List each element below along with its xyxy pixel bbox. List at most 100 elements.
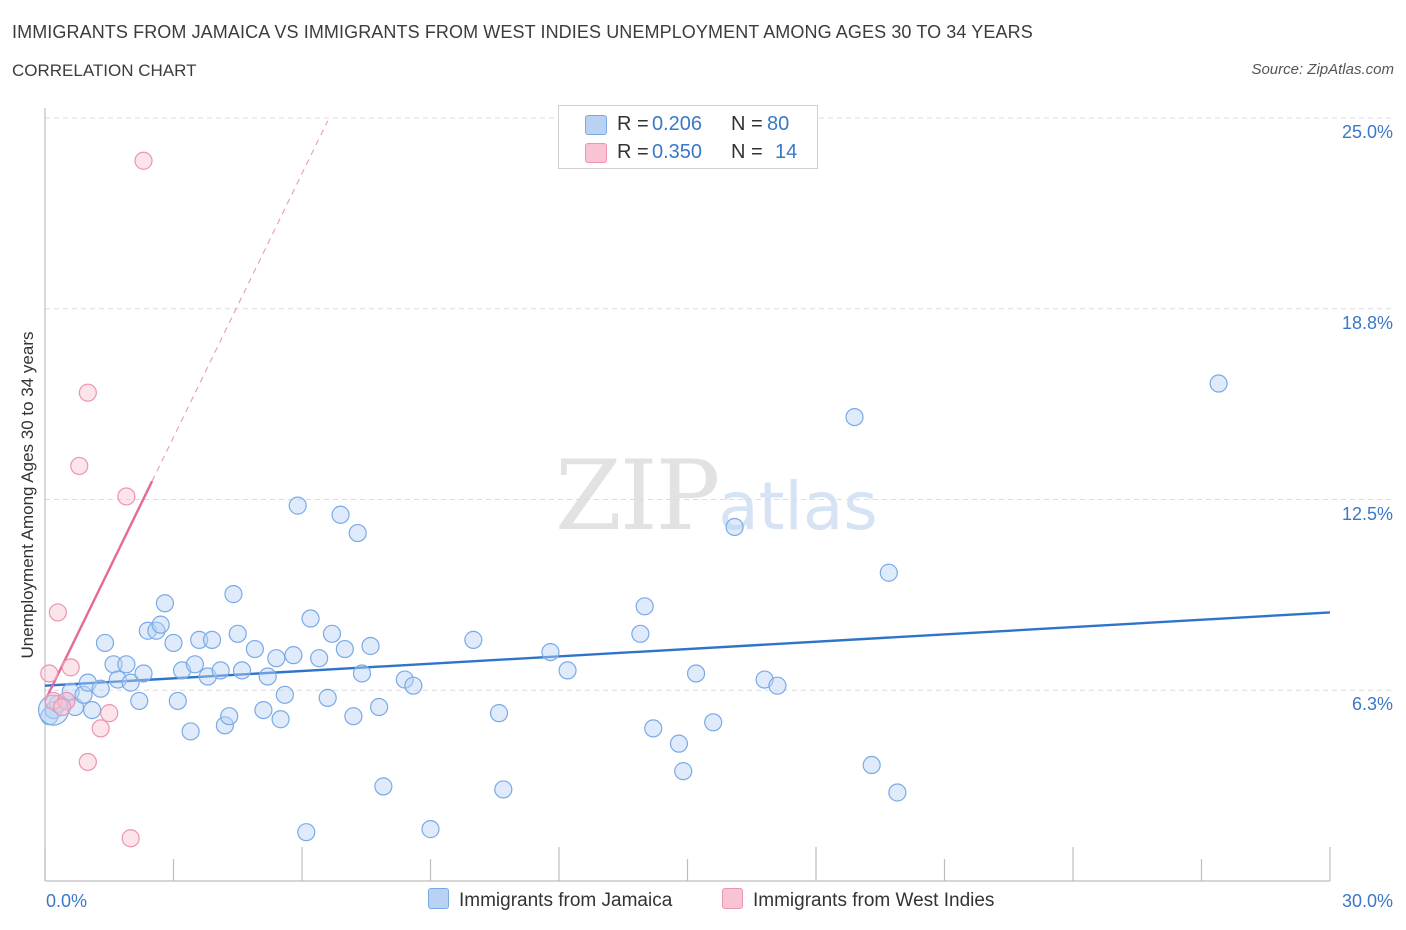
chart-title: IMMIGRANTS FROM JAMAICA VS IMMIGRANTS FR… bbox=[12, 22, 1033, 42]
point-jamaica bbox=[888, 783, 907, 802]
point-jamaica bbox=[301, 609, 320, 628]
point-jamaica bbox=[494, 780, 513, 799]
point-jamaica bbox=[258, 667, 277, 686]
y-axis-label: Unemployment Among Ages 30 to 34 years bbox=[18, 331, 37, 659]
legend-item-west-indies[interactable]: Immigrants from West Indies bbox=[722, 888, 994, 912]
n-prefix: N = bbox=[731, 113, 763, 135]
point-jamaica bbox=[669, 734, 689, 753]
point-jamaica bbox=[297, 823, 316, 842]
chart-subtitle: CORRELATION CHART bbox=[12, 61, 197, 80]
point-west-indies bbox=[40, 664, 59, 683]
point-west-indies bbox=[48, 603, 67, 622]
point-west-indies bbox=[100, 704, 119, 723]
point-jamaica bbox=[344, 707, 363, 726]
point-jamaica bbox=[541, 642, 560, 662]
point-jamaica bbox=[686, 664, 706, 683]
point-jamaica bbox=[134, 664, 153, 683]
point-jamaica bbox=[130, 691, 149, 711]
point-west-indies bbox=[134, 151, 153, 170]
x-tick-label-min: 0.0% bbox=[46, 891, 88, 911]
r-value-west-indies: 0.350 bbox=[652, 141, 703, 163]
point-jamaica bbox=[489, 704, 509, 723]
point-west-indies bbox=[53, 697, 72, 717]
point-jamaica bbox=[271, 710, 290, 729]
point-jamaica bbox=[224, 585, 243, 604]
point-jamaica bbox=[185, 655, 205, 674]
point-jamaica bbox=[288, 496, 307, 515]
point-west-indies bbox=[78, 383, 97, 402]
point-jamaica bbox=[91, 679, 110, 698]
point-jamaica bbox=[631, 624, 650, 643]
jamaica-swatch bbox=[585, 115, 607, 135]
point-jamaica bbox=[151, 615, 170, 634]
point-jamaica bbox=[1209, 374, 1228, 393]
point-jamaica bbox=[322, 624, 342, 643]
y-tick-label: 18.8% bbox=[1341, 312, 1393, 333]
point-jamaica bbox=[862, 755, 881, 775]
point-jamaica bbox=[879, 563, 898, 582]
trend-line-west-indies bbox=[43, 480, 154, 702]
point-jamaica bbox=[190, 630, 209, 649]
point-jamaica bbox=[374, 777, 393, 796]
x-tick-label-max: 30.0% bbox=[1341, 891, 1393, 911]
r-value-jamaica: 0.206 bbox=[652, 113, 703, 135]
y-tick-label: 25.0% bbox=[1341, 122, 1393, 142]
axes bbox=[44, 108, 1331, 882]
point-jamaica bbox=[725, 517, 744, 537]
point-jamaica bbox=[310, 649, 329, 668]
point-jamaica bbox=[348, 523, 367, 543]
point-jamaica bbox=[83, 700, 102, 720]
legend-swatch-west-indies bbox=[722, 888, 743, 909]
trend-line-west-indies-extension bbox=[151, 120, 329, 482]
point-west-indies bbox=[121, 829, 140, 848]
point-west-indies bbox=[70, 456, 89, 476]
point-west-indies bbox=[78, 752, 97, 772]
n-value-jamaica: 80 bbox=[767, 113, 790, 135]
point-west-indies bbox=[61, 658, 80, 677]
point-jamaica bbox=[168, 691, 187, 711]
trend-lines bbox=[43, 120, 1331, 702]
point-west-indies bbox=[91, 719, 110, 738]
point-jamaica bbox=[202, 630, 222, 649]
point-jamaica bbox=[370, 697, 389, 717]
point-jamaica bbox=[164, 633, 183, 653]
point-jamaica bbox=[635, 597, 654, 616]
gridlines bbox=[45, 117, 1395, 691]
point-jamaica bbox=[845, 407, 864, 427]
point-jamaica bbox=[284, 646, 303, 665]
watermark: ZIPatlas bbox=[555, 440, 878, 552]
legend-item-jamaica[interactable]: Immigrants from Jamaica bbox=[428, 888, 672, 912]
point-jamaica bbox=[121, 673, 140, 692]
legend-label-west-indies: Immigrants from West Indies bbox=[753, 890, 995, 911]
point-jamaica bbox=[421, 820, 440, 839]
point-jamaica bbox=[275, 685, 294, 704]
data-points bbox=[37, 151, 1228, 848]
y-tick-label: 6.3% bbox=[1351, 694, 1393, 715]
point-jamaica bbox=[232, 661, 252, 680]
point-jamaica bbox=[464, 630, 483, 649]
point-jamaica bbox=[254, 700, 273, 720]
point-jamaica bbox=[404, 676, 423, 695]
legend-label-jamaica: Immigrants from Jamaica bbox=[459, 890, 673, 911]
chart-source: Source: ZipAtlas.com bbox=[1251, 61, 1394, 78]
point-jamaica bbox=[674, 762, 693, 781]
point-jamaica bbox=[558, 661, 577, 680]
point-jamaica bbox=[361, 636, 380, 656]
legend-swatch-jamaica bbox=[428, 888, 449, 909]
point-jamaica bbox=[211, 661, 230, 680]
point-jamaica bbox=[220, 707, 239, 726]
west-indies-swatch bbox=[585, 143, 607, 163]
y-tick-label: 12.5% bbox=[1341, 503, 1393, 524]
point-jamaica bbox=[768, 676, 787, 695]
point-jamaica bbox=[352, 664, 372, 683]
n-prefix: N = bbox=[731, 141, 763, 163]
point-jamaica bbox=[318, 688, 337, 707]
point-jamaica bbox=[335, 639, 354, 659]
point-jamaica bbox=[215, 716, 234, 735]
watermark-zip: ZIP bbox=[555, 440, 720, 552]
point-jamaica bbox=[155, 594, 175, 613]
point-jamaica bbox=[245, 639, 264, 659]
point-west-indies bbox=[117, 487, 136, 506]
point-jamaica bbox=[704, 713, 723, 732]
